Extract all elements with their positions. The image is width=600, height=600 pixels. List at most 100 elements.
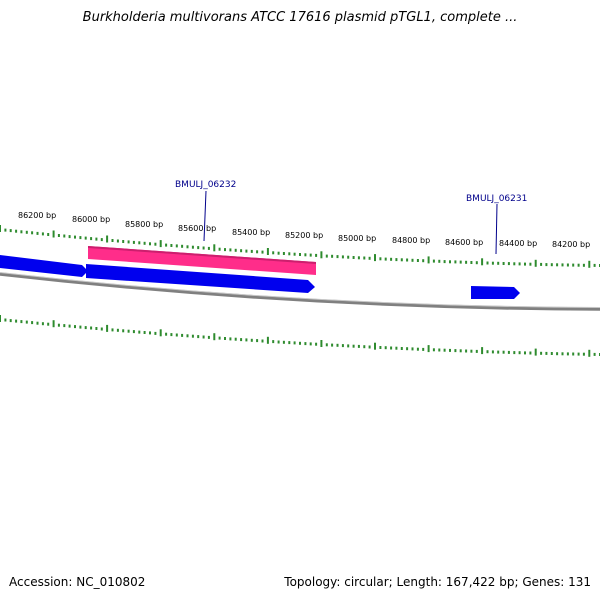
- outer-major-tick: [106, 235, 109, 243]
- outer-minor-tick: [9, 229, 12, 233]
- outer-minor-tick: [186, 245, 189, 249]
- inner-minor-tick: [475, 349, 478, 353]
- outer-minor-tick: [540, 262, 543, 266]
- outer-minor-tick: [111, 239, 114, 242]
- tick-label-85800: 85800 bp: [125, 220, 163, 229]
- tick-label-86000: 86000 bp: [72, 215, 110, 224]
- inner-minor-tick: [454, 349, 457, 353]
- inner-minor-tick: [111, 328, 114, 332]
- tick-label-84800: 84800 bp: [392, 236, 430, 245]
- outer-minor-tick: [250, 249, 253, 253]
- inner-minor-tick: [299, 341, 301, 345]
- inner-major-tick: [534, 348, 537, 356]
- accession-text: Accession: NC_010802: [9, 575, 146, 589]
- inner-minor-tick: [122, 329, 125, 333]
- inner-minor-tick: [90, 326, 93, 330]
- outer-tick-ruler: [0, 225, 600, 268]
- inner-minor-tick: [175, 333, 178, 337]
- inner-minor-tick: [561, 352, 564, 356]
- inner-minor-tick: [197, 335, 200, 339]
- gene-label-leader-06231: [495, 203, 498, 255]
- outer-minor-tick: [406, 258, 409, 262]
- inner-minor-tick: [379, 346, 382, 349]
- outer-minor-tick: [261, 250, 264, 254]
- outer-minor-tick: [561, 263, 564, 267]
- inner-minor-tick: [304, 342, 307, 346]
- inner-minor-tick: [245, 338, 248, 342]
- tick-labels: 86200 bp 86000 bp 85800 bp 85600 bp 8540…: [18, 211, 590, 249]
- inner-major-tick: [374, 342, 376, 350]
- outer-minor-tick: [529, 262, 532, 266]
- outer-minor-tick: [25, 230, 28, 234]
- inner-minor-tick: [438, 348, 441, 352]
- inner-minor-tick: [288, 341, 291, 345]
- inner-major-tick: [481, 347, 484, 355]
- inner-minor-tick: [20, 320, 23, 324]
- outer-minor-tick: [272, 251, 275, 255]
- outer-minor-tick: [368, 256, 371, 260]
- inner-minor-tick: [513, 351, 516, 355]
- outer-minor-tick: [416, 259, 419, 262]
- outer-major-tick: [374, 254, 376, 262]
- gene-label-06231[interactable]: BMULJ_06231: [466, 194, 527, 204]
- inner-major-tick: [427, 345, 430, 353]
- gene-left-arrow[interactable]: [0, 255, 88, 277]
- inner-minor-tick: [202, 335, 205, 339]
- inner-minor-tick: [550, 352, 553, 355]
- inner-minor-tick: [432, 348, 435, 352]
- outer-minor-tick: [170, 244, 173, 247]
- outer-minor-tick: [277, 251, 280, 255]
- inner-minor-tick: [127, 329, 130, 333]
- outer-minor-tick: [207, 246, 210, 250]
- inner-minor-tick: [406, 347, 409, 351]
- outer-minor-tick: [4, 228, 7, 232]
- gene-bmulj-06231[interactable]: [471, 286, 520, 299]
- inner-minor-tick: [545, 351, 548, 355]
- gene-label-06232[interactable]: BMULJ_06232: [175, 180, 236, 190]
- outer-minor-tick: [218, 247, 221, 251]
- inner-major-tick: [52, 320, 55, 328]
- outer-minor-tick: [229, 248, 232, 252]
- inner-minor-tick: [154, 331, 157, 335]
- outer-minor-tick: [347, 255, 350, 259]
- inner-major-tick: [106, 324, 109, 332]
- outer-major-tick: [266, 248, 269, 255]
- inner-minor-tick: [529, 351, 532, 355]
- gene-bmulj-06232[interactable]: [88, 246, 316, 275]
- inner-minor-tick: [491, 350, 494, 354]
- outer-minor-tick: [449, 260, 451, 264]
- inner-minor-tick: [63, 324, 66, 328]
- inner-minor-tick: [325, 343, 328, 347]
- inner-minor-tick: [9, 319, 12, 323]
- outer-minor-tick: [84, 236, 87, 240]
- inner-minor-tick: [582, 352, 585, 356]
- outer-minor-tick: [497, 261, 500, 265]
- outer-minor-tick: [191, 245, 194, 249]
- outer-minor-tick: [143, 241, 146, 245]
- outer-minor-tick: [566, 263, 569, 267]
- inner-minor-tick: [181, 333, 184, 337]
- inner-minor-tick: [336, 343, 339, 347]
- tick-label-86200: 86200 bp: [18, 211, 56, 220]
- inner-minor-tick: [443, 348, 446, 352]
- inner-minor-tick: [395, 346, 398, 350]
- gene-middle-arrow[interactable]: [86, 264, 315, 293]
- tick-label-85600: 85600 bp: [178, 224, 216, 233]
- inner-minor-tick: [4, 318, 7, 322]
- outer-minor-tick: [357, 256, 360, 260]
- outer-minor-tick: [352, 256, 355, 259]
- inner-minor-tick: [577, 352, 580, 356]
- inner-major-tick: [159, 329, 162, 337]
- outer-minor-tick: [245, 249, 248, 253]
- inner-minor-tick: [507, 350, 510, 354]
- tick-label-85400: 85400 bp: [232, 228, 270, 237]
- outer-minor-tick: [384, 257, 387, 261]
- inner-minor-tick: [143, 331, 146, 334]
- outer-minor-tick: [341, 255, 344, 259]
- outer-minor-tick: [556, 263, 559, 267]
- outer-minor-tick: [325, 254, 328, 258]
- outer-minor-tick: [224, 248, 226, 252]
- outer-minor-tick: [304, 253, 307, 257]
- inner-minor-tick: [256, 339, 259, 343]
- outer-major-tick: [588, 260, 591, 268]
